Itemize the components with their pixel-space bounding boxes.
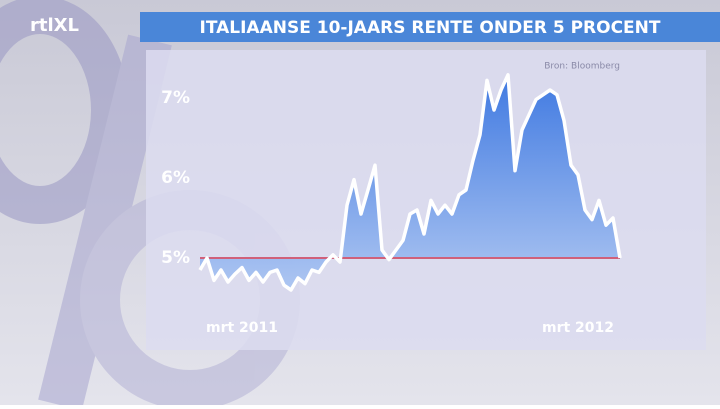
area-fill	[200, 74, 620, 290]
y-tick-label: 7%	[161, 88, 190, 108]
chart-title: ITALIAANSE 10-JAARS RENTE ONDER 5 PROCEN…	[200, 18, 661, 38]
x-tick-label: mrt 2011	[206, 320, 278, 336]
title-bar	[140, 12, 720, 42]
line	[198, 73, 622, 292]
logo: rtlXL	[30, 15, 79, 36]
y-tick-label: 6%	[161, 168, 190, 188]
source: Bron: Bloomberg	[544, 62, 620, 72]
x-tick-label: mrt 2012	[542, 320, 614, 336]
panel	[146, 50, 706, 350]
y-tick-label: 5%	[161, 248, 190, 268]
